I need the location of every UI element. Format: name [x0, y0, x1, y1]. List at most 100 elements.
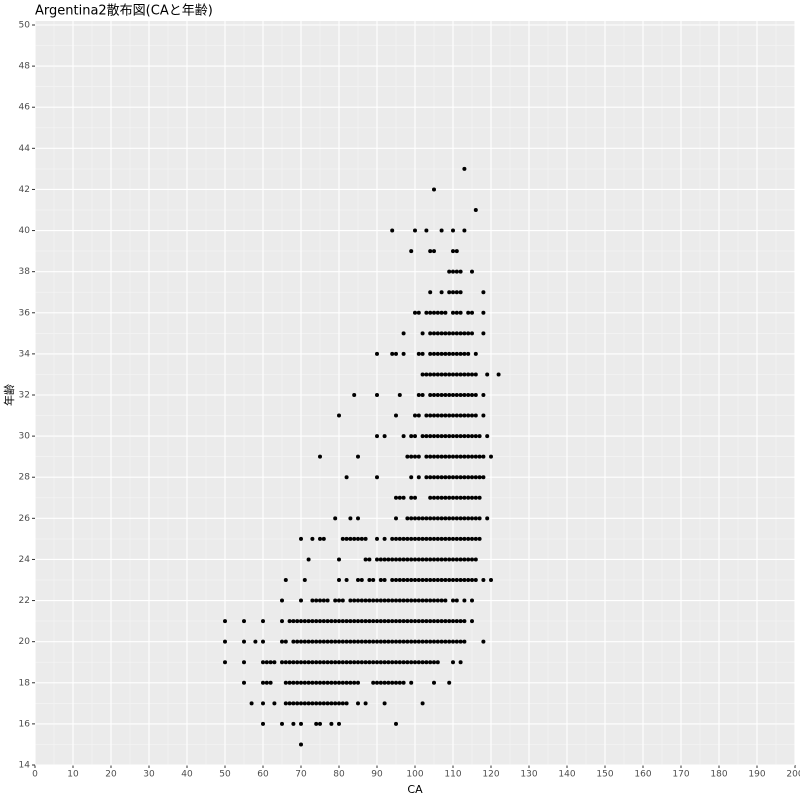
point: [428, 475, 433, 480]
point: [352, 680, 357, 685]
point: [447, 578, 452, 582]
point: [242, 660, 246, 665]
point: [261, 619, 265, 624]
point: [439, 475, 444, 480]
point: [432, 619, 436, 624]
point: [318, 660, 322, 665]
point: [481, 639, 486, 644]
x-tick-label: 180: [710, 770, 727, 780]
point: [413, 516, 417, 521]
point: [432, 434, 436, 439]
point: [272, 701, 277, 706]
point: [466, 372, 471, 377]
point: [432, 557, 436, 562]
point: [470, 434, 474, 439]
point: [318, 721, 322, 726]
point: [447, 434, 452, 439]
point: [405, 619, 410, 624]
point: [443, 536, 448, 541]
point: [454, 536, 459, 541]
point: [428, 249, 433, 254]
point: [473, 372, 478, 377]
point: [439, 536, 444, 541]
point: [481, 578, 486, 582]
point: [470, 393, 474, 397]
y-tick-label: 22: [19, 596, 30, 606]
point: [405, 557, 410, 562]
point: [443, 393, 448, 397]
point: [439, 516, 444, 521]
point: [359, 660, 364, 665]
point: [477, 516, 482, 521]
point: [382, 701, 387, 706]
point: [416, 413, 421, 418]
point: [439, 228, 444, 233]
point: [325, 701, 330, 706]
point: [299, 701, 303, 706]
point: [443, 619, 448, 624]
point: [299, 721, 303, 726]
point: [420, 393, 425, 397]
point: [344, 680, 349, 685]
point: [454, 557, 459, 562]
point: [333, 619, 338, 624]
point: [397, 393, 402, 397]
point: [310, 660, 315, 665]
point: [356, 516, 360, 521]
x-tick-label: 110: [444, 770, 461, 780]
point: [314, 639, 319, 644]
point: [451, 495, 455, 500]
point: [416, 639, 421, 644]
point: [413, 639, 417, 644]
point: [291, 721, 296, 726]
x-tick-label: 30: [143, 770, 155, 780]
point: [447, 680, 452, 685]
point: [420, 639, 425, 644]
point: [432, 331, 436, 336]
point: [401, 557, 406, 562]
point: [416, 351, 421, 356]
point: [451, 434, 455, 439]
point: [390, 660, 395, 665]
point: [481, 413, 486, 418]
point: [466, 557, 471, 562]
point: [325, 619, 330, 624]
point: [348, 639, 353, 644]
point: [432, 495, 436, 500]
point: [375, 680, 379, 685]
point: [356, 639, 360, 644]
point: [405, 578, 410, 582]
point: [432, 351, 436, 356]
point: [420, 536, 425, 541]
point: [454, 413, 459, 418]
point: [371, 639, 376, 644]
point: [439, 619, 444, 624]
point: [443, 454, 448, 459]
point: [367, 639, 372, 644]
point: [428, 331, 433, 336]
point: [466, 475, 471, 480]
point: [405, 454, 410, 459]
point: [428, 290, 433, 295]
point: [424, 536, 429, 541]
point: [432, 413, 436, 418]
point: [462, 393, 467, 397]
point: [340, 598, 345, 603]
point: [272, 660, 277, 665]
point: [443, 434, 448, 439]
point: [314, 660, 319, 665]
point: [295, 639, 300, 644]
point: [439, 557, 444, 562]
point: [363, 536, 368, 541]
point: [302, 680, 307, 685]
point: [401, 619, 406, 624]
point: [382, 660, 387, 665]
point: [352, 598, 357, 603]
point: [428, 434, 433, 439]
point: [405, 598, 410, 603]
point: [462, 516, 467, 521]
point: [462, 331, 467, 336]
point: [458, 413, 463, 418]
point: [394, 721, 398, 726]
point: [470, 310, 474, 315]
